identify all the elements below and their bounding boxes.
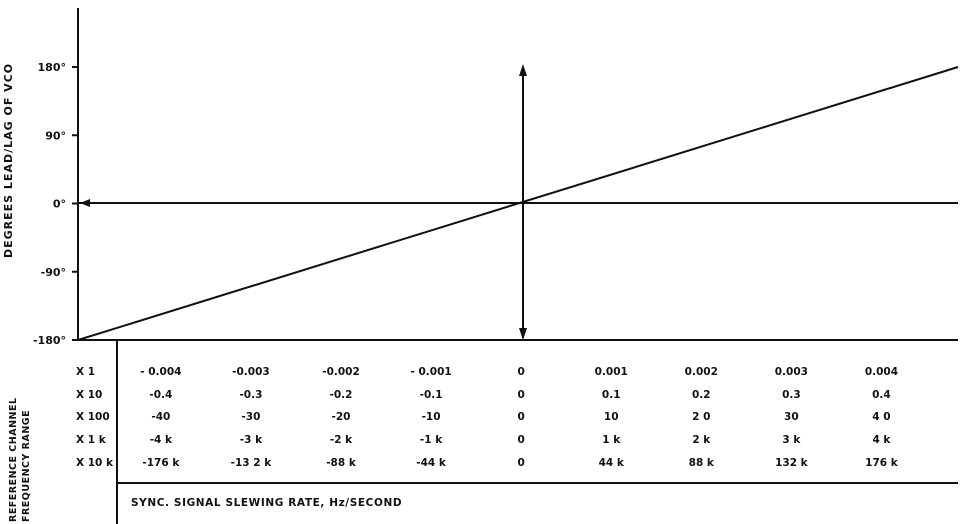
zero-line-arrowhead [80,199,90,207]
table-cell: -40 [151,411,170,423]
table-cell: 0.4 [872,389,891,401]
table-cell: -10 [422,411,441,423]
table-cell: 0.003 [775,366,808,378]
table-cell: -0.2 [330,389,353,401]
reference-channel-label: REFERENCE CHANNEL [8,397,19,522]
table-cell: 0 [517,389,524,401]
table-cell: 0.3 [782,389,801,401]
table-cell: -3 k [240,434,263,446]
table-cell: -0.002 [322,366,360,378]
table-cell: 0.001 [595,366,628,378]
table-cell: 0.002 [685,366,718,378]
y-tick-label: 90° [45,129,66,142]
table-cell: 4 0 [872,411,890,423]
table-row-label: X 1 k [76,434,107,446]
table-cell: -176 k [142,457,180,469]
table-cell: -0.1 [420,389,443,401]
table-cell: - 0.001 [410,366,451,378]
table-cell: 132 k [775,457,809,469]
y-tick-label: -180° [33,334,66,347]
table-cell: -20 [332,411,351,423]
center-arrow-up-head [519,64,527,76]
table-row-label: X 1 [76,366,95,378]
table-cell: -44 k [416,457,447,469]
table-cell: 30 [784,411,799,423]
table-row-label: X 10 k [76,457,114,469]
scale-table: X 1 - 0.004 -0.003 -0.002 - 0.001 0 0.001 0.002… [76,366,899,469]
table-cell: 0 [517,366,524,378]
table-cell: -1 k [420,434,443,446]
table-cell: -88 k [326,457,357,469]
table-cell: -30 [241,411,260,423]
table-cell: 4 k [872,434,891,446]
y-tick-label: -90° [41,266,66,279]
table-cell: - 0.004 [140,366,181,378]
table-cell: -4 k [150,434,173,446]
y-tick-label: 180° [38,61,66,74]
table-cell: 0.1 [602,389,621,401]
table-cell: -0.4 [149,389,172,401]
frequency-range-label: FREQUENCY RANGE [21,410,32,522]
table-cell: 0.2 [692,389,711,401]
table-cell: 0 [517,411,524,423]
table-cell: -2 k [330,434,353,446]
table-cell: 44 k [599,457,625,469]
table-cell: 0.004 [865,366,898,378]
x-axis-label: SYNC. SIGNAL SLEWING RATE, Hz/SECOND [131,497,402,509]
series-line [77,66,959,341]
table-row-label: X 10 [76,389,102,401]
table-cell: -0.3 [239,389,262,401]
center-arrow-down-head [519,328,527,340]
table-cell: 10 [604,411,619,423]
table-cell: 3 k [782,434,801,446]
table-cell: 2 k [692,434,711,446]
table-cell: -13 2 k [231,457,273,469]
table-cell: -0.003 [232,366,270,378]
y-tick-label: 0° [53,198,66,211]
table-cell: 88 k [689,457,715,469]
table-cell: 2 0 [692,411,710,423]
series-group [77,66,959,341]
table-cell: 0 [517,457,524,469]
table-row-label: X 100 [76,411,110,423]
y-axis-label: DEGREES LEAD/LAG OF VCO [2,63,15,258]
table-cell: 1 k [602,434,621,446]
table-cell: 176 k [865,457,899,469]
table-cell: 0 [517,434,524,446]
y-ticks: -180° -90° 0° 90° 180° [33,61,78,347]
